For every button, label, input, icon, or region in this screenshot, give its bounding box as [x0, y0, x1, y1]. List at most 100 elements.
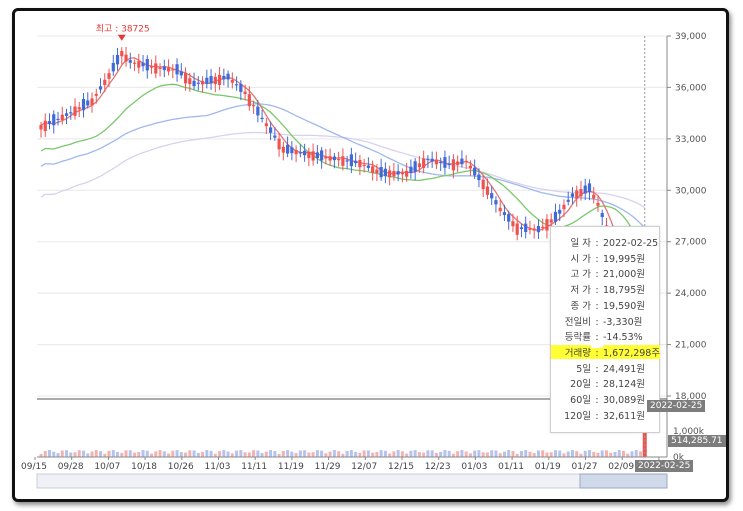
- tooltip-row: 저 가:18,795원: [551, 282, 659, 296]
- volume-bar: [252, 450, 256, 457]
- candle-body: [456, 161, 460, 165]
- candle-body: [375, 169, 379, 174]
- volume-bar: [188, 450, 192, 457]
- candle-body: [562, 204, 566, 210]
- candle-body: [188, 78, 192, 85]
- date-tick-label: 11/29: [315, 462, 341, 472]
- tooltip-value: 24,491원: [603, 363, 645, 375]
- tooltip-separator: :: [591, 347, 603, 359]
- candle-body: [247, 94, 251, 107]
- volume-bar: [570, 450, 574, 457]
- candle-body: [422, 158, 426, 168]
- volume-bar: [307, 452, 311, 457]
- volume-bar: [315, 450, 319, 457]
- volume-bar: [332, 450, 336, 457]
- candle-body: [447, 163, 451, 166]
- volume-bar: [630, 451, 634, 457]
- candle-body: [592, 194, 596, 199]
- candle-body: [400, 172, 404, 175]
- volume-bar: [82, 450, 86, 457]
- candle-body: [451, 159, 456, 171]
- volume-bar: [94, 450, 98, 457]
- candle-body: [417, 163, 422, 168]
- candle-body: [536, 226, 541, 233]
- volume-bar: [277, 453, 281, 457]
- volume-bar: [73, 452, 77, 457]
- candle-body: [362, 164, 366, 167]
- tooltip-key: 20일: [570, 379, 591, 391]
- price-tick-label: 33,000: [675, 135, 707, 145]
- volume-bar: [141, 450, 145, 457]
- tooltip-key: 시 가: [570, 253, 592, 265]
- candle-body: [239, 83, 243, 92]
- tooltip-value: 19,590원: [603, 300, 645, 312]
- candle-body: [507, 214, 511, 222]
- volume-bar: [43, 451, 47, 457]
- candle-body: [69, 112, 73, 114]
- volume-bar: [434, 452, 438, 457]
- volume-bar: [349, 450, 353, 457]
- volume-bar: [205, 450, 209, 457]
- candle-body: [532, 228, 536, 231]
- volume-bar: [213, 453, 217, 457]
- volume-bar: [587, 450, 591, 457]
- volume-bar: [600, 450, 604, 457]
- candle-body: [430, 158, 434, 162]
- volume-bar: [209, 450, 213, 457]
- navigator-strip: [36, 473, 668, 489]
- candle-body: [307, 151, 311, 159]
- candle-body: [570, 193, 575, 197]
- volume-bar: [426, 450, 430, 457]
- candle-body: [524, 223, 528, 233]
- tooltip-row: 등락률: -14.53%: [551, 329, 659, 343]
- volume-bar: [120, 452, 124, 457]
- candle-body: [434, 159, 439, 165]
- volume-bar: [86, 453, 90, 457]
- volume-bar: [609, 452, 613, 457]
- tooltip-separator: :: [595, 300, 599, 312]
- candle-body: [39, 125, 43, 130]
- volume-bar: [392, 451, 396, 457]
- volume-bar: [56, 453, 60, 457]
- candle-body: [115, 54, 120, 65]
- volume-bar: [162, 451, 166, 457]
- price-tick-label: 18,000: [675, 392, 707, 402]
- tooltip-row: 5일:24,491원: [551, 361, 659, 375]
- volume-bar: [175, 450, 179, 457]
- volume-bar: [247, 452, 251, 457]
- tooltip-value: 21,000원: [603, 269, 645, 281]
- volume-bar: [617, 450, 621, 457]
- candle-body: [324, 156, 328, 159]
- candle-body: [464, 160, 468, 163]
- candle-body: [256, 106, 260, 116]
- candle-body: [124, 54, 128, 62]
- candle-body: [290, 147, 294, 154]
- tooltip-value: 30,089원: [603, 395, 645, 406]
- candle-body: [52, 114, 56, 126]
- candle-body: [549, 219, 553, 223]
- navigator-window: [579, 473, 668, 489]
- tooltip-key: 종 가: [570, 300, 592, 312]
- candle-body: [596, 202, 600, 206]
- stock-chart[interactable]: 최고 : 38725 39,000 36,000 33,000 30,000 27,00…: [15, 11, 726, 499]
- price-tick-label: 36,000: [675, 83, 707, 93]
- max-marker-label: 최고 : 38725: [96, 24, 150, 35]
- tooltip-key: 전일비: [564, 316, 591, 328]
- volume-bar: [145, 450, 149, 457]
- volume-bar: [196, 452, 200, 457]
- candle-body: [73, 106, 77, 116]
- volume-bar: [222, 450, 226, 457]
- volume-bar: [128, 450, 132, 457]
- candle-body: [519, 227, 524, 230]
- volume-bar: [566, 451, 570, 457]
- candle-body: [443, 157, 447, 168]
- candle-body: [583, 185, 587, 194]
- volume-bar: [337, 451, 341, 457]
- candle-body: [490, 193, 494, 199]
- volume-bar: [124, 450, 128, 457]
- candle-body: [332, 156, 336, 161]
- tooltip-separator: :: [595, 238, 599, 249]
- candle-body: [86, 100, 90, 106]
- volume-bar: [634, 450, 638, 457]
- candle-body: [111, 62, 115, 72]
